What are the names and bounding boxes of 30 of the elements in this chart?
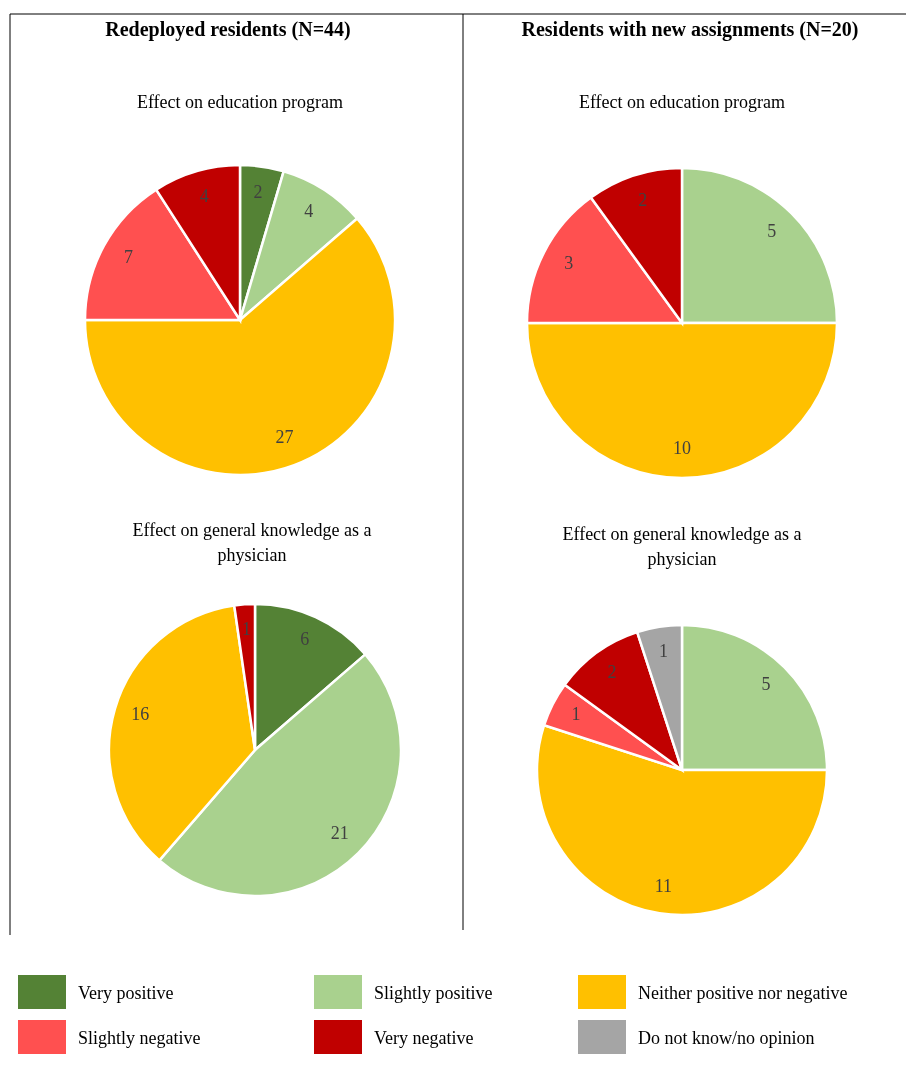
chart-subtitle: Effect on education program bbox=[578, 92, 786, 112]
chart-title: Effect on general knowledge as a physician bbox=[132, 520, 372, 565]
data-label: 16 bbox=[131, 704, 150, 725]
data-label: 4 bbox=[304, 201, 314, 222]
data-label: 6 bbox=[300, 629, 310, 650]
data-label: 27 bbox=[275, 427, 294, 448]
data-label: 1 bbox=[658, 640, 668, 661]
legend-label: Very negative bbox=[374, 1028, 474, 1049]
data-label: 5 bbox=[767, 221, 777, 242]
legend-label: Neither positive nor negative bbox=[638, 983, 848, 1004]
data-label: 2 bbox=[638, 190, 648, 211]
legend-label: Do not know/no opinion bbox=[638, 1028, 815, 1049]
data-label: 1 bbox=[241, 618, 251, 639]
chart-title: Redeployed residents (N=44) bbox=[105, 18, 351, 41]
data-label: 10 bbox=[673, 438, 691, 459]
legend-label: Slightly positive bbox=[374, 983, 493, 1004]
data-label: 2 bbox=[253, 182, 263, 203]
chart-subtitle: Effect on education program bbox=[136, 92, 344, 112]
data-label: 4 bbox=[199, 186, 209, 207]
data-label: 2 bbox=[607, 661, 617, 682]
chart-title: Effect on general knowledge as a physician bbox=[562, 524, 802, 569]
data-label: 11 bbox=[654, 875, 673, 896]
data-label: 1 bbox=[571, 704, 581, 725]
data-label: 5 bbox=[761, 674, 771, 695]
data-label: 21 bbox=[330, 822, 349, 843]
data-label: 3 bbox=[564, 253, 574, 274]
chart-title: Residents with new assignments (N=20) bbox=[521, 18, 859, 41]
data-label: 7 bbox=[123, 247, 133, 268]
legend-label: Slightly negative bbox=[78, 1028, 201, 1049]
legend-label: Very positive bbox=[78, 983, 174, 1004]
